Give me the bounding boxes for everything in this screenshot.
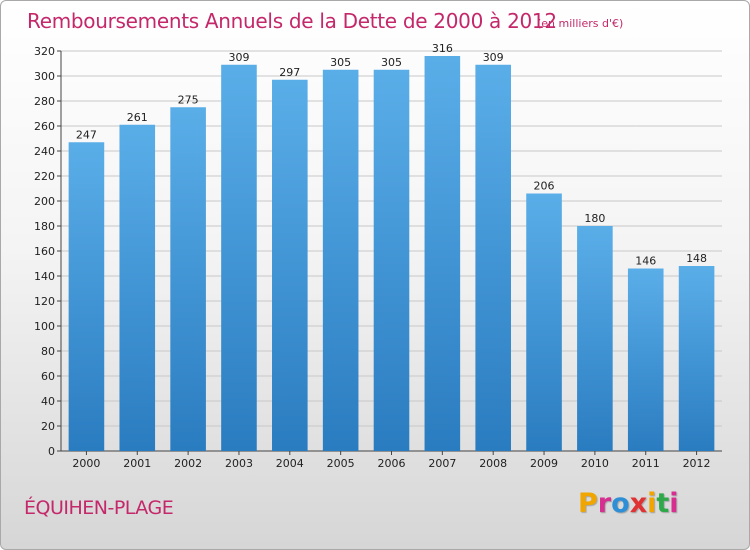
y-tick-label: 320 — [34, 45, 55, 58]
data-label: 146 — [635, 255, 656, 268]
data-label: 309 — [483, 51, 504, 64]
x-tick-label: 2012 — [683, 457, 711, 470]
data-label: 180 — [584, 212, 605, 225]
y-tick-label: 260 — [34, 120, 55, 133]
x-tick-label: 2002 — [174, 457, 202, 470]
bar — [373, 69, 410, 451]
x-tick-label: 2010 — [581, 457, 609, 470]
bar — [68, 142, 105, 451]
x-tick-label: 2011 — [632, 457, 660, 470]
logo-letter: x — [629, 488, 648, 519]
data-label: 247 — [76, 128, 97, 141]
proxiti-logo: Proxiti — [578, 488, 679, 519]
logo-letter: r — [597, 488, 612, 519]
bar — [272, 79, 308, 451]
y-tick-label: 40 — [41, 395, 55, 408]
data-label: 297 — [279, 66, 300, 79]
y-tick-label: 300 — [34, 70, 55, 83]
data-label: 316 — [432, 42, 453, 55]
y-tick-label: 20 — [41, 420, 55, 433]
bar — [526, 193, 562, 451]
bar — [424, 56, 461, 451]
bar — [475, 64, 511, 451]
bar — [678, 266, 715, 451]
x-tick-label: 2009 — [530, 457, 558, 470]
y-tick-label: 180 — [34, 220, 55, 233]
y-tick-label: 0 — [48, 445, 55, 458]
x-tick-label: 2001 — [123, 457, 151, 470]
bar — [627, 268, 664, 451]
y-tick-label: 80 — [41, 345, 55, 358]
y-tick-label: 120 — [34, 295, 55, 308]
x-tick-label: 2008 — [479, 457, 507, 470]
x-tick-label: 2007 — [428, 457, 456, 470]
data-label: 305 — [381, 56, 402, 69]
x-tick-label: 2006 — [378, 457, 406, 470]
y-tick-label: 200 — [34, 195, 55, 208]
logo-letter: P — [578, 488, 598, 519]
x-tick-label: 2004 — [276, 457, 304, 470]
data-label: 275 — [178, 93, 199, 106]
data-label: 305 — [330, 56, 351, 69]
commune-name: ÉQUIHEN-PLAGE — [24, 497, 174, 519]
y-tick-label: 240 — [34, 145, 55, 158]
x-tick-label: 2005 — [327, 457, 355, 470]
y-tick-label: 220 — [34, 170, 55, 183]
x-tick-label: 2003 — [225, 457, 253, 470]
y-tick-label: 100 — [34, 320, 55, 333]
y-tick-label: 140 — [34, 270, 55, 283]
data-label: 309 — [228, 51, 249, 64]
bar — [170, 107, 206, 451]
logo-letter: o — [611, 488, 630, 519]
bar — [221, 64, 257, 451]
data-label: 206 — [534, 180, 555, 193]
data-label: 148 — [686, 252, 707, 265]
bar — [119, 124, 156, 451]
logo-letter: t — [656, 488, 670, 519]
chart-unit-label: (en milliers d'€) — [537, 17, 624, 30]
y-tick-label: 160 — [34, 245, 55, 258]
bar — [322, 69, 359, 451]
x-tick-label: 2000 — [72, 457, 100, 470]
data-label: 261 — [127, 111, 148, 124]
y-tick-label: 280 — [34, 95, 55, 108]
logo-letter: i — [647, 488, 657, 519]
logo-letter: i — [669, 488, 679, 519]
chart-title: Remboursements Annuels de la Dette de 20… — [27, 9, 557, 33]
bar — [577, 226, 613, 451]
y-tick-label: 60 — [41, 370, 55, 383]
